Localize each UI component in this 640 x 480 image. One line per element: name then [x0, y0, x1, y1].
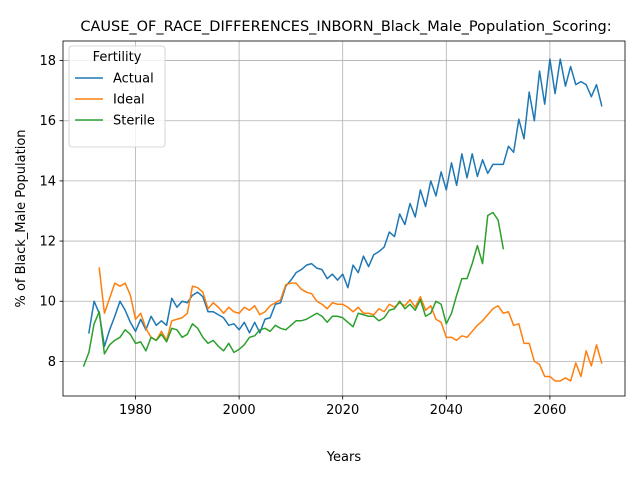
chart-title: CAUSE_OF_RACE_DIFFERENCES_INBORN_Black_M…	[80, 19, 611, 35]
y-tick-label: 10	[39, 295, 56, 310]
legend-label-ideal: Ideal	[113, 93, 145, 108]
legend-title: Fertility	[93, 50, 142, 65]
legend: Fertility Actual Ideal Sterile	[68, 45, 166, 148]
plot-frame	[62, 40, 626, 397]
legend-entries: Actual Ideal Sterile	[75, 72, 155, 129]
x-tick-label: 2060	[533, 403, 566, 418]
y-tick-label: 18	[39, 54, 56, 69]
x-axis-label: Years	[326, 450, 362, 465]
series-line-actual	[88, 58, 603, 348]
y-axis-label: % of Black_Male Population	[14, 129, 29, 307]
y-tick-label: 12	[39, 235, 56, 250]
legend-label-sterile: Sterile	[113, 114, 155, 129]
series-line-sterile	[82, 211, 505, 367]
series-lines	[82, 58, 603, 382]
legend-box	[68, 45, 166, 148]
y-tick-label: 16	[39, 114, 56, 129]
y-axis-ticks: 8 10 12 14 16 18	[39, 54, 63, 370]
x-tick-label: 2040	[430, 403, 463, 418]
x-axis-ticks: 1980 2000 2020 2040 2060	[119, 396, 566, 418]
y-tick-label: 14	[39, 174, 56, 189]
legend-label-actual: Actual	[113, 72, 154, 87]
series-line-ideal	[98, 267, 603, 382]
y-tick-label: 8	[48, 355, 56, 370]
x-tick-label: 1980	[119, 403, 152, 418]
grid-lines	[63, 41, 625, 396]
x-tick-label: 2000	[223, 403, 256, 418]
x-tick-label: 2020	[326, 403, 359, 418]
